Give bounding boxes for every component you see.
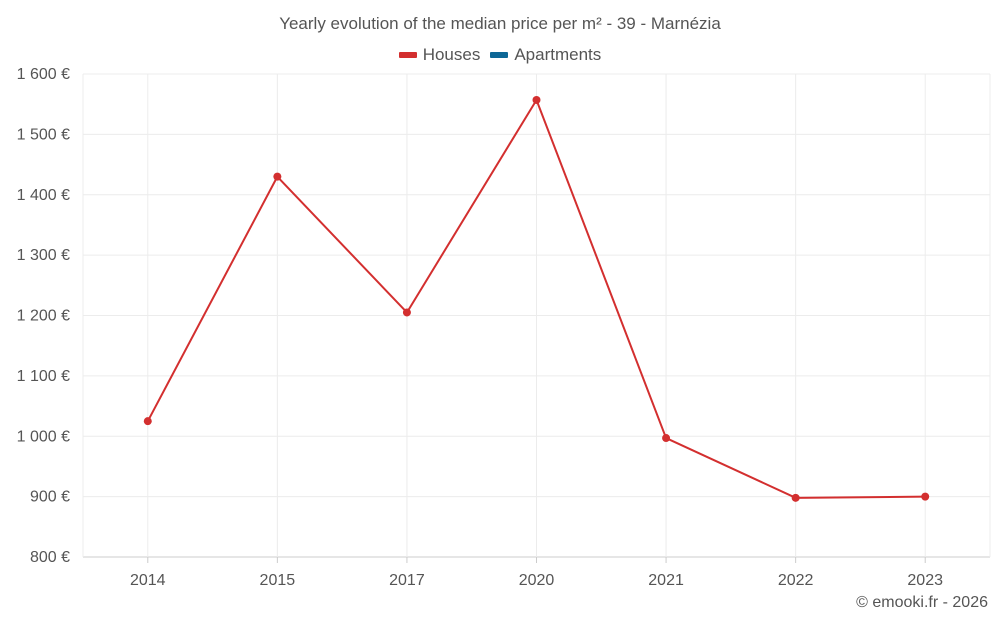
legend-swatch-houses [398, 52, 417, 58]
y-tick-label: 1 100 € [17, 368, 70, 385]
credit-text: © emooki.fr - 2026 [856, 594, 988, 611]
data-point [273, 172, 282, 181]
x-tick-label: 2022 [778, 572, 814, 589]
data-point [921, 492, 930, 501]
data-point [662, 434, 671, 443]
x-tick-label: 2017 [389, 572, 425, 589]
chart-legend: Houses Apartments [0, 45, 1000, 65]
y-tick-label: 1 400 € [17, 187, 70, 204]
y-tick-label: 800 € [30, 549, 70, 566]
y-tick-label: 1 300 € [17, 247, 70, 264]
legend-swatch-apartments [490, 52, 509, 58]
x-tick-label: 2015 [260, 572, 296, 589]
y-tick-label: 900 € [30, 489, 70, 506]
x-tick-label: 2020 [519, 572, 555, 589]
data-point [143, 417, 152, 426]
x-tick-label: 2021 [648, 572, 684, 589]
y-tick-label: 1 600 € [17, 66, 70, 83]
y-tick-label: 1 500 € [17, 126, 70, 143]
x-tick-label: 2014 [130, 572, 166, 589]
chart-title: Yearly evolution of the median price per… [279, 14, 721, 33]
legend-label-houses: Houses [422, 45, 481, 64]
x-tick-label: 2023 [907, 572, 943, 589]
y-tick-label: 1 200 € [17, 308, 70, 325]
data-point [402, 308, 411, 317]
data-point [791, 493, 800, 502]
legend-item-apartments[interactable]: Apartments [490, 45, 601, 65]
legend-item-houses[interactable]: Houses [398, 45, 481, 65]
y-tick-label: 1 000 € [17, 428, 70, 445]
data-point [532, 95, 541, 104]
legend-label-apartments: Apartments [514, 45, 602, 64]
